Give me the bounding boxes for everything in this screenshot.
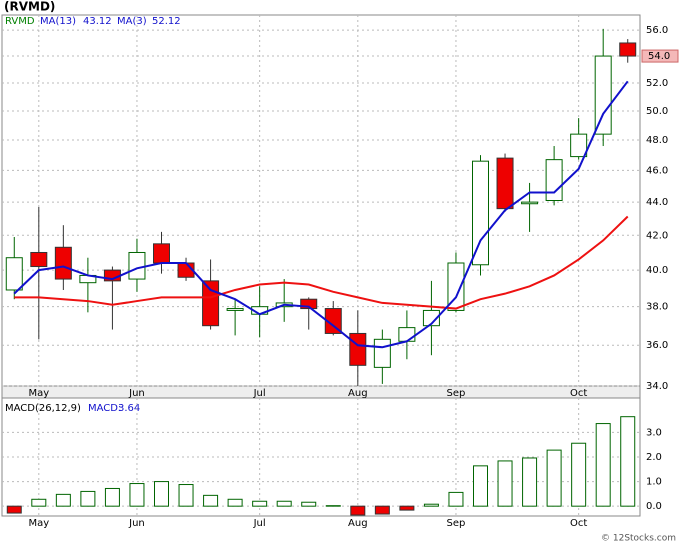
x-tick-label: Jul bbox=[253, 518, 266, 529]
legend-ma3: MA(3) bbox=[117, 16, 147, 27]
macd-bar bbox=[301, 501, 317, 507]
candle-body bbox=[5, 257, 23, 291]
macd-bar bbox=[595, 423, 611, 507]
x-tick-label: Oct bbox=[570, 518, 587, 529]
candle-body bbox=[619, 42, 637, 57]
macd-bar bbox=[80, 490, 96, 507]
ma-line bbox=[13, 80, 629, 349]
footer: © 12Stocks.com bbox=[601, 534, 676, 544]
x-tick-label: Jun bbox=[128, 518, 145, 529]
candle-body bbox=[447, 262, 465, 311]
candle-body bbox=[545, 159, 563, 201]
legend-ma3-value: 52.12 bbox=[152, 16, 181, 27]
y-tick-label: 46.0 bbox=[646, 165, 668, 176]
x-tick-label: Sep bbox=[447, 388, 466, 399]
candle-body bbox=[422, 309, 440, 327]
x-tick-label: Sep bbox=[447, 518, 466, 529]
x-tick-label: Oct bbox=[570, 388, 587, 399]
macd-bar bbox=[154, 481, 169, 507]
ma-line bbox=[14, 215, 629, 310]
macd-bar bbox=[31, 498, 47, 507]
macd-bar bbox=[448, 491, 464, 507]
macd-bar bbox=[546, 449, 562, 507]
y-tick-label: 42.0 bbox=[646, 230, 668, 241]
legend-ma13-value: 43.12 bbox=[83, 16, 112, 27]
candle-body bbox=[373, 338, 391, 368]
y-tick-label: 50.0 bbox=[646, 106, 668, 117]
x-tick-label: May bbox=[28, 518, 49, 529]
y-tick-label: 34.0 bbox=[646, 381, 668, 392]
candle-body bbox=[54, 246, 72, 280]
chart-title: (RVMD) bbox=[4, 0, 55, 14]
macd-title: MACD(26,12,9) bbox=[5, 403, 81, 414]
legend-ma13: MA(13) bbox=[40, 16, 76, 27]
x-tick-label: Aug bbox=[348, 518, 368, 529]
candle-body bbox=[349, 332, 367, 366]
macd-bar bbox=[55, 493, 71, 507]
y-tick-label: 44.0 bbox=[646, 197, 668, 208]
macd-bar bbox=[6, 505, 22, 514]
x-tick-label: Jun bbox=[128, 388, 145, 399]
macd-bar bbox=[399, 505, 415, 511]
x-tick-label: Aug bbox=[348, 388, 368, 399]
y-tick-label: 2.0 bbox=[646, 452, 662, 463]
y-tick-label: 40.0 bbox=[646, 265, 668, 276]
candle-body bbox=[153, 243, 170, 264]
y-tick-label: 1.0 bbox=[646, 477, 662, 488]
macd-bar bbox=[252, 500, 268, 507]
last-price-box bbox=[641, 49, 679, 63]
x-tick-label: Jul bbox=[253, 388, 266, 399]
macd-bar bbox=[276, 500, 292, 507]
macd-bar bbox=[497, 460, 513, 507]
candle-body bbox=[521, 201, 539, 205]
candle-body bbox=[202, 280, 220, 327]
candle-body bbox=[300, 298, 318, 310]
macd-bar bbox=[374, 505, 390, 515]
macd-bar bbox=[473, 465, 488, 507]
candle-body bbox=[398, 327, 416, 342]
last-price-label: 54.0 bbox=[648, 51, 670, 62]
candle-body bbox=[472, 160, 489, 266]
macd-bar bbox=[227, 498, 243, 507]
macd-bar bbox=[620, 416, 636, 507]
y-tick-label: 0.0 bbox=[646, 501, 662, 512]
y-tick-label: 56.0 bbox=[646, 25, 668, 36]
candle-body bbox=[594, 55, 612, 135]
candle-body bbox=[324, 308, 342, 334]
candle-body bbox=[496, 157, 514, 210]
macd-value: 3.64 bbox=[118, 403, 140, 414]
y-tick-label: 36.0 bbox=[646, 340, 668, 351]
macd-bar bbox=[104, 487, 120, 507]
macd-bar bbox=[203, 494, 219, 507]
macd-bar bbox=[571, 442, 587, 507]
candle-body bbox=[128, 251, 146, 280]
macd-bar bbox=[423, 503, 439, 507]
y-tick-label: 48.0 bbox=[646, 135, 668, 146]
candle-body bbox=[570, 133, 588, 158]
y-tick-label: 38.0 bbox=[646, 302, 668, 313]
y-tick-label: 3.0 bbox=[646, 427, 662, 438]
macd-bar bbox=[350, 505, 366, 516]
macd-bar bbox=[129, 483, 145, 507]
month-band bbox=[1, 385, 641, 399]
y-tick-label: 52.0 bbox=[646, 78, 668, 89]
macd-label: MACD: bbox=[88, 403, 121, 414]
x-tick-label: May bbox=[28, 388, 49, 399]
macd-bar bbox=[522, 457, 538, 507]
legend-symbol: RVMD bbox=[5, 16, 35, 27]
candle-body bbox=[30, 251, 48, 268]
macd-bar bbox=[178, 484, 194, 507]
candle-body bbox=[226, 308, 244, 311]
